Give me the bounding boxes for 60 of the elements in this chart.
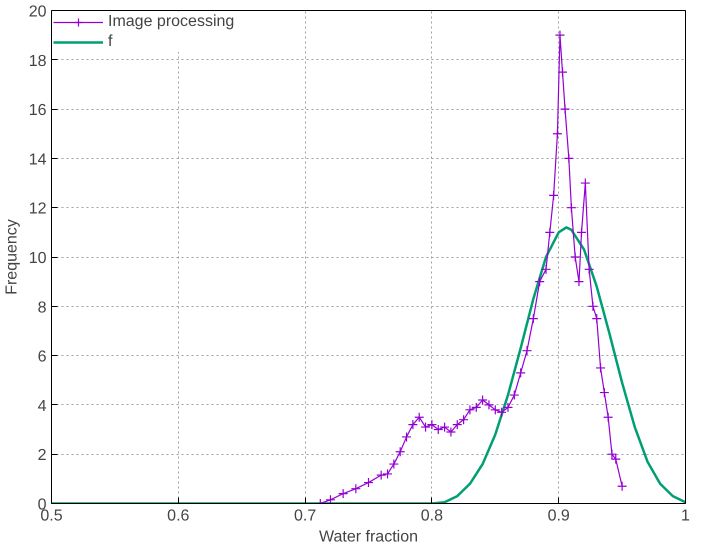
point [414, 412, 424, 422]
point [548, 190, 559, 200]
point [610, 454, 621, 464]
x-tick-label: 0.9 [548, 508, 570, 524]
point [560, 104, 570, 114]
point [376, 470, 386, 480]
point [408, 420, 418, 430]
legend-label: f [108, 33, 114, 51]
point [382, 468, 393, 480]
point [606, 449, 618, 460]
point [584, 264, 594, 274]
point [446, 426, 456, 438]
point [576, 227, 587, 238]
point [564, 153, 574, 164]
point [388, 458, 399, 470]
point [603, 412, 614, 422]
point [588, 301, 598, 312]
point [401, 432, 412, 442]
point [574, 276, 584, 287]
y-tick-label: 12 [28, 200, 47, 218]
point [599, 387, 610, 398]
y-tick-label: 6 [38, 348, 47, 366]
point [540, 264, 552, 274]
point [509, 390, 520, 400]
point [528, 314, 538, 324]
point [552, 128, 563, 139]
point [325, 494, 336, 504]
point [544, 227, 555, 238]
point [484, 400, 494, 410]
point [522, 346, 532, 356]
point [557, 67, 568, 78]
y-tick-label: 4 [38, 398, 47, 415]
point [592, 314, 602, 324]
y-tick-label: 20 [28, 4, 47, 20]
point [566, 202, 576, 213]
y-tick-label: 2 [38, 447, 47, 464]
point [554, 30, 566, 40]
y-tick-label: 8 [38, 299, 47, 316]
point [363, 477, 374, 488]
legend-label: Image processing [108, 13, 234, 31]
y-tick-label: 14 [28, 151, 47, 168]
x-tick-label: 1 [681, 508, 690, 524]
y-axis-title: Frequency [4, 219, 21, 295]
point [395, 446, 406, 457]
point [617, 481, 628, 492]
point [490, 404, 500, 415]
x-axis-title: Water fraction [319, 528, 418, 546]
y-tick-label: 10 [28, 250, 47, 267]
x-tick-label: 0.7 [294, 508, 316, 524]
x-tick-label: 0.6 [167, 508, 190, 524]
point [534, 276, 545, 287]
point [516, 368, 526, 378]
point [478, 394, 488, 406]
point [595, 362, 606, 374]
y-tick-label: 18 [28, 52, 47, 70]
point [338, 488, 348, 499]
point [570, 252, 580, 262]
x-tick-label: 0.8 [420, 508, 444, 524]
point [350, 484, 361, 494]
y-tick-label: 16 [28, 102, 47, 120]
